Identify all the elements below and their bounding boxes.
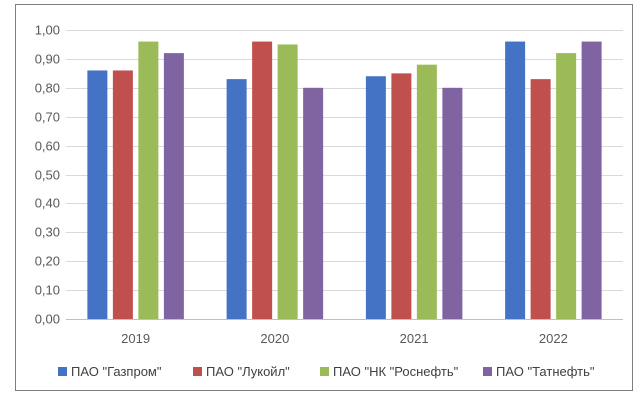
bar — [252, 41, 273, 320]
bar — [365, 76, 386, 320]
y-tick-label: 0,00 — [35, 312, 60, 327]
y-tick-label: 0,80 — [35, 81, 60, 96]
axes: 0,00 0,10 0,20 0,30 0,40 0,50 0,60 0,70 0,80 0,90… — [35, 23, 623, 346]
legend-label: ПАО "Газпром" — [71, 364, 162, 379]
x-tick-label: 2022 — [539, 331, 568, 346]
bar — [442, 87, 463, 319]
y-tick-label: 0,10 — [35, 283, 60, 298]
bar — [303, 87, 324, 319]
y-tick-label: 1,00 — [35, 23, 60, 38]
legend-marker — [320, 367, 329, 376]
legend: ПАО "Газпром" ПАО "Лукойл" ПАО "НК "Роснеф… — [58, 364, 595, 379]
bar — [416, 64, 437, 320]
bar — [530, 79, 551, 319]
x-tick-label: 2021 — [400, 331, 429, 346]
bar — [163, 53, 184, 320]
y-tick-label: 0,50 — [35, 168, 60, 183]
bar — [87, 70, 108, 320]
y-tick-label: 0,20 — [35, 254, 60, 269]
bar — [138, 41, 159, 320]
bar — [226, 79, 247, 319]
bars — [87, 41, 602, 320]
y-tick-label: 0,90 — [35, 52, 60, 67]
legend-marker — [483, 367, 492, 376]
x-tick-label: 2020 — [260, 331, 289, 346]
bar — [505, 41, 526, 320]
legend-marker — [58, 367, 67, 376]
y-tick-label: 0,30 — [35, 225, 60, 240]
x-tick-label: 2019 — [121, 331, 150, 346]
bar — [556, 53, 577, 320]
bar — [112, 70, 133, 320]
y-tick-label: 0,70 — [35, 110, 60, 125]
bar — [581, 41, 602, 320]
y-tick-label: 0,60 — [35, 139, 60, 154]
y-tick-label: 0,40 — [35, 196, 60, 211]
legend-label: ПАО "Лукойл" — [206, 364, 290, 379]
gridlines — [66, 30, 623, 291]
bar — [391, 73, 412, 319]
legend-label: ПАО "НК "Роснефть" — [333, 364, 459, 379]
bar — [277, 44, 298, 319]
legend-marker — [193, 367, 202, 376]
legend-label: ПАО "Татнефть" — [496, 364, 595, 379]
